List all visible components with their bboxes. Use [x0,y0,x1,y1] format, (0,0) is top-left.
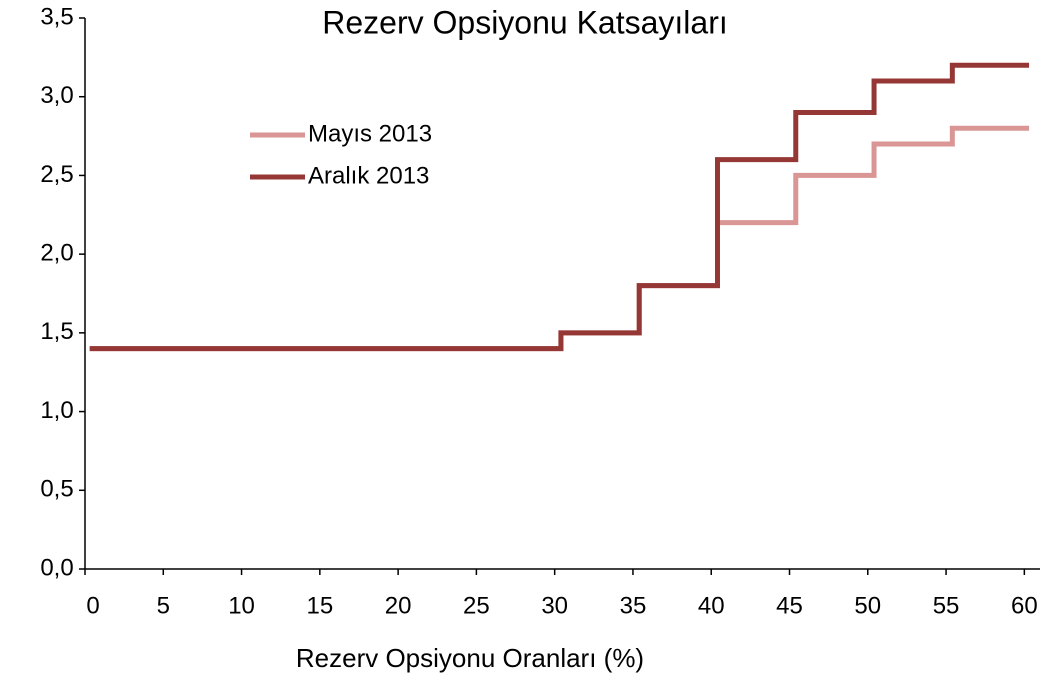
x-tick-label: 55 [933,592,960,619]
y-tick-label: 0,0 [40,554,73,581]
x-tick-label: 0 [86,592,99,619]
x-tick-label: 45 [776,592,803,619]
y-tick-label: 0,5 [40,476,73,503]
x-tick-label: 60 [1011,592,1038,619]
y-tick-label: 2,0 [40,239,73,266]
step-line [89,125,1030,352]
x-tick-label: 35 [620,592,647,619]
y-tick-label: 3,0 [40,82,73,109]
y-tick-label: 2,5 [40,161,73,188]
x-axis-label: Rezerv Opsiyonu Oranları (%) [296,643,644,673]
step-line [89,62,1030,352]
x-tick-label: 25 [463,592,490,619]
y-tick-label: 3,5 [40,3,73,30]
x-tick-label: 15 [306,592,333,619]
y-tick-label: 1,0 [40,397,73,424]
x-tick-label: 50 [854,592,881,619]
x-tick-label: 40 [698,592,725,619]
x-tick-label: 30 [541,592,568,619]
legend-label: Mayıs 2013 [308,120,432,147]
legend-label: Aralık 2013 [308,162,429,189]
y-tick-label: 1,5 [40,318,73,345]
x-tick-label: 5 [157,592,170,619]
x-tick-label: 10 [228,592,255,619]
chart-title: Rezerv Opsiyonu Katsayıları [322,4,728,40]
x-tick-label: 20 [385,592,412,619]
